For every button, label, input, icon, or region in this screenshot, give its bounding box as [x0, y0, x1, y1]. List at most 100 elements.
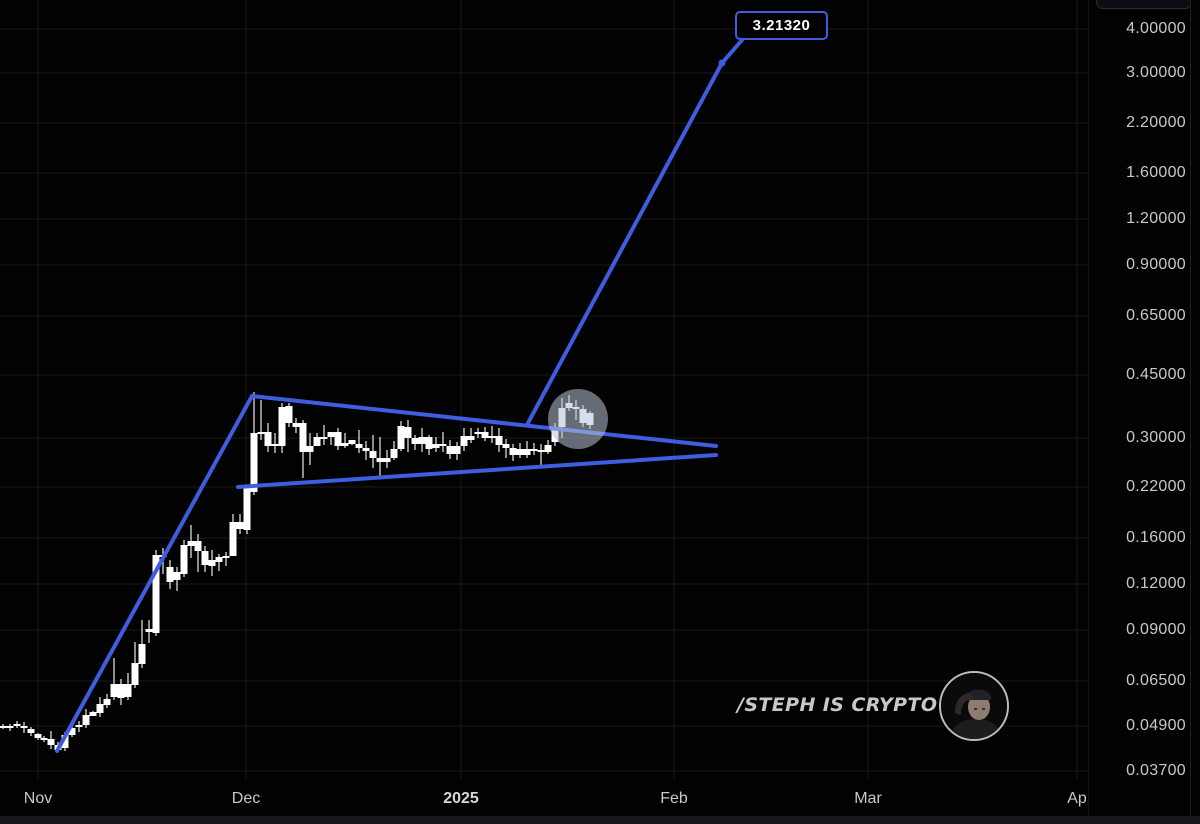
candle	[34, 733, 42, 740]
candle	[383, 450, 391, 468]
avatar	[939, 671, 1009, 741]
candle	[0, 724, 7, 729]
right-edge-border	[1190, 0, 1200, 816]
trendlines[interactable]	[55, 38, 744, 753]
person-avatar-icon	[941, 673, 1007, 739]
candle	[257, 400, 265, 440]
price-axis[interactable]	[1088, 0, 1200, 816]
candle	[40, 736, 48, 742]
target-price-label: 3.21320	[752, 17, 811, 34]
y-axis-tick-label: 1.20000	[1126, 210, 1186, 227]
candle	[446, 440, 454, 459]
target-price-callout[interactable]: 3.21320	[735, 11, 828, 40]
y-axis-tick-label: 4.00000	[1126, 20, 1186, 37]
gridlines	[0, 0, 1088, 780]
candle	[152, 550, 160, 636]
candle	[103, 694, 111, 708]
candle	[145, 620, 153, 643]
candle	[215, 554, 223, 571]
candle	[6, 724, 14, 731]
candle	[27, 727, 35, 736]
candle	[75, 721, 83, 732]
candle	[481, 427, 489, 441]
candle	[320, 425, 328, 445]
candle	[411, 435, 419, 450]
candle	[82, 709, 90, 728]
y-axis-tick-label: 0.12000	[1126, 575, 1186, 592]
candle	[13, 721, 21, 728]
candle	[404, 420, 412, 452]
bottom-border-bar	[0, 816, 1200, 824]
candle	[341, 433, 349, 448]
y-axis-tick-label: 0.03700	[1126, 762, 1186, 779]
y-axis-tick-label: 0.09000	[1126, 621, 1186, 638]
candle	[124, 673, 132, 700]
y-axis-tick-label: 0.04900	[1126, 717, 1186, 734]
candle	[194, 534, 202, 572]
callout-pointer-line[interactable]	[720, 38, 744, 65]
candle	[208, 550, 216, 576]
y-axis-tick-label: 0.22000	[1126, 478, 1186, 495]
y-axis-tick-label: 0.90000	[1126, 256, 1186, 273]
candle	[264, 423, 272, 452]
candle	[390, 441, 398, 460]
candle	[117, 679, 125, 705]
y-axis-tick-label: 2.20000	[1126, 114, 1186, 131]
upper-pennant-line[interactable]	[250, 394, 718, 448]
candle	[425, 435, 433, 455]
candle	[180, 540, 188, 577]
price-axis-top-tab[interactable]	[1096, 0, 1192, 9]
candle	[502, 439, 510, 458]
candle	[488, 426, 496, 443]
target-point-dot	[718, 59, 726, 67]
candle	[516, 443, 524, 458]
candlestick-series	[0, 392, 594, 752]
candle	[187, 525, 195, 558]
candle	[432, 437, 440, 452]
candle	[20, 722, 28, 733]
watermark-text: /STEPH IS CRYPTO	[737, 694, 938, 716]
candle	[530, 443, 538, 455]
candle	[110, 658, 118, 700]
candle	[460, 428, 468, 451]
flagpole-line[interactable]	[55, 394, 254, 753]
candle	[348, 440, 356, 445]
x-axis-tick-label: Mar	[854, 790, 882, 807]
candle	[509, 444, 517, 461]
candle	[439, 432, 447, 452]
y-axis-tick-label: 1.60000	[1126, 164, 1186, 181]
candle	[334, 428, 342, 450]
x-axis-tick-label: Ap	[1067, 790, 1087, 807]
lower-pennant-line[interactable]	[236, 453, 718, 489]
y-axis-tick-label: 0.16000	[1126, 529, 1186, 546]
projection-line[interactable]	[526, 61, 724, 425]
breakout-highlight-circle	[548, 389, 608, 449]
candle	[355, 430, 363, 453]
candle	[313, 433, 321, 446]
x-axis-tick-label: 2025	[443, 790, 479, 807]
y-axis-tick-label: 0.06500	[1126, 672, 1186, 689]
candle	[292, 418, 300, 433]
candle	[523, 441, 531, 458]
candle	[369, 435, 377, 468]
y-axis-tick-label: 0.45000	[1126, 366, 1186, 383]
candle	[47, 731, 55, 749]
candle	[362, 441, 370, 460]
candle	[173, 567, 181, 591]
candle	[418, 428, 426, 452]
candle	[327, 432, 335, 445]
candle	[474, 428, 482, 438]
candle	[229, 514, 237, 556]
candle	[537, 444, 545, 466]
y-axis-tick-label: 0.65000	[1126, 307, 1186, 324]
candle	[201, 546, 209, 572]
candle	[495, 428, 503, 452]
candle	[138, 620, 146, 668]
x-axis-tick-label: Dec	[231, 790, 261, 807]
candle	[96, 697, 104, 717]
candle	[166, 560, 174, 589]
candle	[306, 433, 314, 465]
candle	[271, 433, 279, 453]
